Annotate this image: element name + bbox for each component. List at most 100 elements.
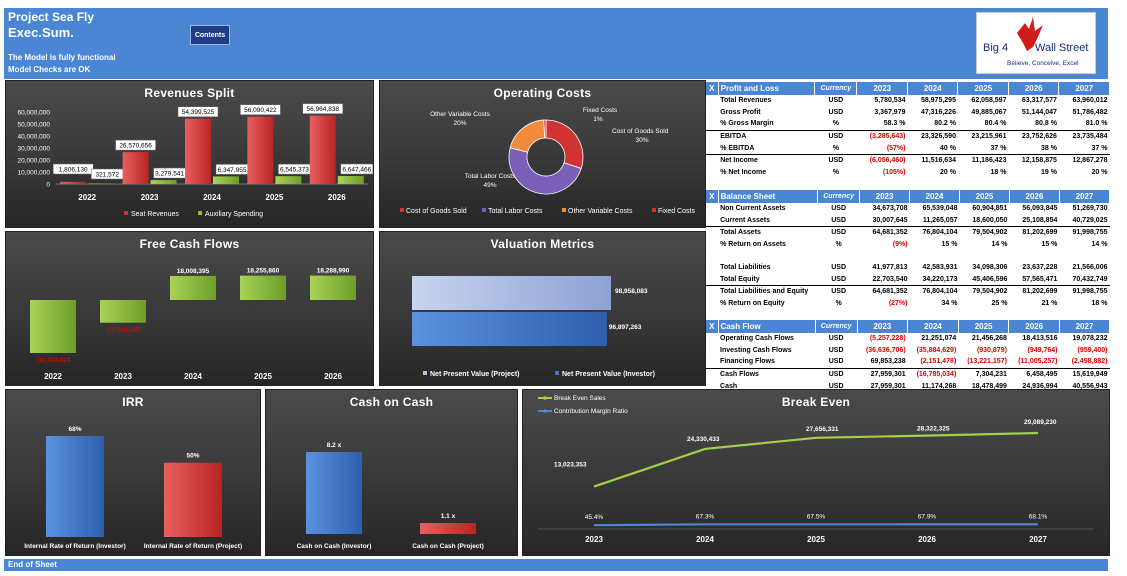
row-value: 21,566,006 [1072,264,1108,272]
row-unit: USD [828,346,844,354]
contribution-margin-line [593,523,1039,527]
collapse-toggle[interactable]: X [706,320,719,333]
auxiliary-spending-bar [275,176,302,184]
row-unit: USD [828,358,844,366]
auxiliary-spending-label: 6,347,955 [218,167,247,174]
revenues-split-chart: 0 10,000,000 20,000,000 30,000,000 40,000,00… [17,103,373,218]
row-value: 18,600,050 [972,216,1008,224]
slice-value-label: 30% [635,137,648,144]
operating-costs-title: Operating Costs [493,86,592,100]
collapse-toggle[interactable]: X [706,190,719,203]
table-row: Net Income USD (6,056,460) 11,516,634 11,186… [706,153,1110,167]
row-value: 18,413,516 [1022,335,1058,343]
footer-bar: End of Sheet [4,559,1108,571]
slice-name-label: Other Variable Costs [430,111,491,118]
row-value: 34,098,306 [972,264,1008,272]
logo-wallstreet: Wall Street [1035,42,1088,54]
row-label: Operating Cash Flows [720,335,794,343]
legend-marker [543,409,547,413]
irr-panel: IRR 68% Internal Rate of Return (Investor… [5,389,261,556]
table-row: Total Revenues USD 5,780,534 58,975,295 62,0… [706,95,1110,107]
table-row: Cash USD 27,959,301 11,174,268 18,478,499 24,… [706,380,1110,392]
contribution-margin-label: 67.3% [696,513,715,520]
row-spacer [706,239,718,251]
row-value: 25,108,854 [1022,216,1058,224]
legend-swatch [562,208,566,212]
year-header: 2027 [1059,190,1111,203]
contents-button[interactable]: Contents [190,25,230,45]
auxiliary-spending-label: 321,572 [95,172,119,179]
row-value: (3,285,643) [856,129,908,143]
free-cash-flow-bar [240,275,286,300]
seat-revenues-bar [60,181,87,184]
row-unit: USD [828,335,844,343]
collapse-toggle[interactable]: X [706,82,719,95]
break-even-xtick: 2026 [918,535,936,544]
row-unit: % [832,144,839,152]
row-label: Gross Profit [720,108,761,116]
row-spacer [706,129,719,143]
cash-on-cash-value-label: 1.1 x [441,513,456,520]
table-row: % Return on Assets% (9%) 15 % 14 % 15 % 14 % [706,239,1110,251]
row-spacer [706,215,718,227]
legend-break-even-sales: Break Even Sales [554,395,606,402]
row-spacer [706,345,718,357]
break-even-title: Break Even [781,395,851,409]
table-row: Non Current Assets USD 34,673,708 65,539,04… [706,203,1110,215]
table-row: Current Assets USD 30,007,645 11,265,057 18,… [706,215,1110,227]
row-spacer [706,380,718,392]
valuation-metrics-panel: Valuation Metrics 98,958,083 96,897,263 Ne… [379,231,706,386]
row-value: 64,681,352 [859,285,910,298]
row-unit: USD [831,275,846,283]
slice-value-label: 49% [483,182,496,189]
table-row: Total Liabilities USD 41,977,813 42,583,931… [706,262,1110,274]
year-header: 2025 [959,190,1010,203]
row-value: 79,504,902 [959,226,1010,239]
row-value: (6,056,460) [856,153,908,167]
seat-revenues-label: 56,964,838 [307,106,340,113]
free-cash-flow-bar [310,275,356,300]
row-value: 27,959,301 [870,382,906,390]
row-value: 15 % [1041,241,1058,249]
row-value: 18,478,499 [971,382,1007,390]
revenues-ytick: 10,000,000 [17,170,50,177]
table-header-row: X Balance Sheet Currency 2023 2024 2025 2026 20… [706,190,1111,203]
table-row: % Net Income% (105%) 20 % 18 % 19 % 20 % [706,167,1110,179]
row-value: 80.2 % [934,120,956,128]
year-header: 2023 [856,82,908,95]
row-unit: USD [831,205,846,213]
row-unit: % [832,120,839,128]
row-unit: USD [831,264,846,272]
row-value [860,250,910,262]
row-value: 23,326,590 [907,129,958,143]
table-row: % EBITDA% (57%) 40 % 37 % 38 % 37 % [706,142,1110,154]
row-value: 3,367,979 [874,108,906,116]
row-value: 42,583,931 [922,264,958,272]
row-unit: % [832,168,839,176]
row-label: Total Equity [720,275,760,283]
row-value: (2,151,478) [920,358,957,366]
row-unit: % [835,300,842,308]
row-unit: USD [815,367,858,381]
legend-swatch [652,208,656,212]
cash-flow-table: X Cash Flow Currency 2023 2024 2025 2026 2027 Op… [706,320,1111,392]
free-cash-flow-label: -39,703,419 [36,357,71,364]
table-row: Operating Cash Flows USD (5,257,228) 21,251… [706,333,1110,345]
table-row: Financing Flows USD 69,853,238 (2,151,478) (… [706,356,1110,368]
break-even-sales-label: 28,322,325 [917,426,950,433]
legend-seat-revenues: Seat Revenues [131,211,179,218]
row-value: 51,144,047 [1021,108,1057,116]
row-label: EBITDA [718,129,815,143]
legend-label: Net Present Value (Investor) [562,371,655,378]
operating-costs-panel: Operating Costs Cost of Goods Sold 30% Tot… [379,80,706,228]
auxiliary-spending-bar [213,176,239,184]
row-value: 21 % [1041,300,1058,308]
row-value: 14 % [991,241,1008,249]
free-cash-flow-label: 18,288,990 [317,268,350,275]
row-value: (36,636,706) [865,346,906,354]
break-even-chart: Break Even Sales Contribution Margin Rati… [538,395,1093,544]
row-value: 80.8 % [1035,120,1057,128]
contribution-margin-label: 68.1% [1029,513,1048,520]
contribution-margin-label: 67.5% [807,513,826,520]
row-value: 41,977,813 [872,264,908,272]
